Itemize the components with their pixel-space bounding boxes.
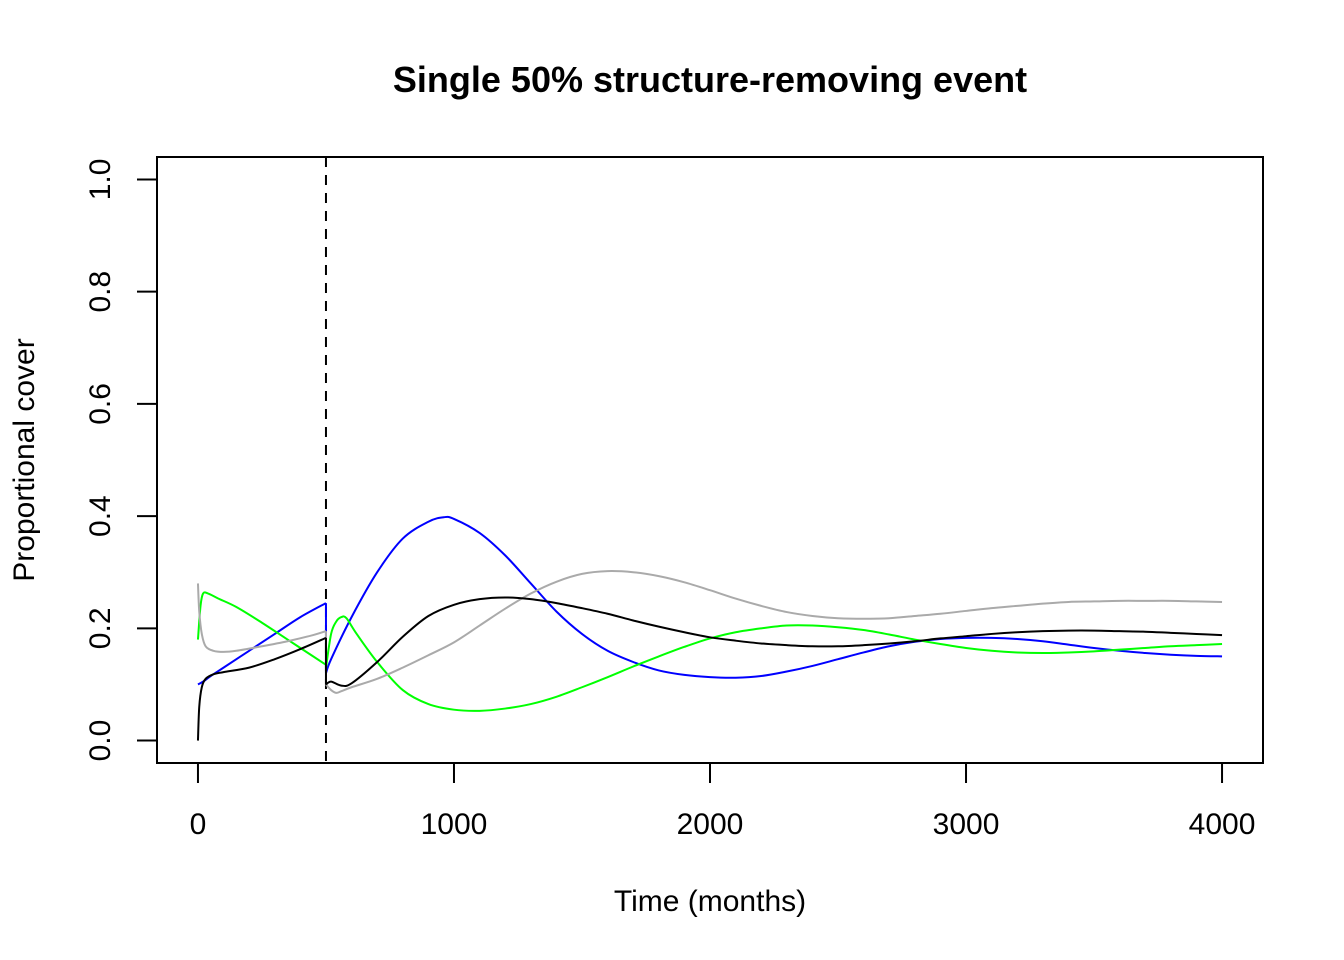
y-tick-label: 0.0: [84, 720, 117, 762]
y-tick-label: 0.6: [84, 383, 117, 425]
series-line: [325, 596, 1223, 688]
plot-area: [196, 157, 1223, 763]
series-line: [196, 583, 327, 653]
x-tick-label: 1000: [421, 808, 488, 841]
y-tick-label: 0.4: [84, 495, 117, 537]
series-line: [325, 515, 1223, 679]
chart-title: Single 50% structure-removing event: [393, 59, 1027, 100]
series-line: [196, 636, 327, 741]
x-tick-label: 4000: [1189, 808, 1256, 841]
y-axis-label: Proportional cover: [8, 338, 41, 581]
series-line: [197, 602, 327, 686]
y-tick-label: 0.2: [84, 607, 117, 649]
x-tick-label: 3000: [933, 808, 1000, 841]
y-tick-label: 0.8: [84, 271, 117, 313]
x-axis-label: Time (months): [614, 885, 806, 918]
x-tick-label: 2000: [677, 808, 744, 841]
series-line: [196, 591, 327, 666]
y-tick-label: 1.0: [84, 159, 117, 201]
plot-frame: [156, 156, 1264, 764]
x-tick-label: 0: [190, 808, 207, 841]
series-line: [325, 570, 1223, 694]
x-axis: 0 1000 2000 3000 4000: [190, 762, 1256, 841]
y-axis: 0.0 0.2 0.4 0.6 0.8 1.0: [84, 159, 158, 762]
series-line: [324, 615, 1223, 712]
